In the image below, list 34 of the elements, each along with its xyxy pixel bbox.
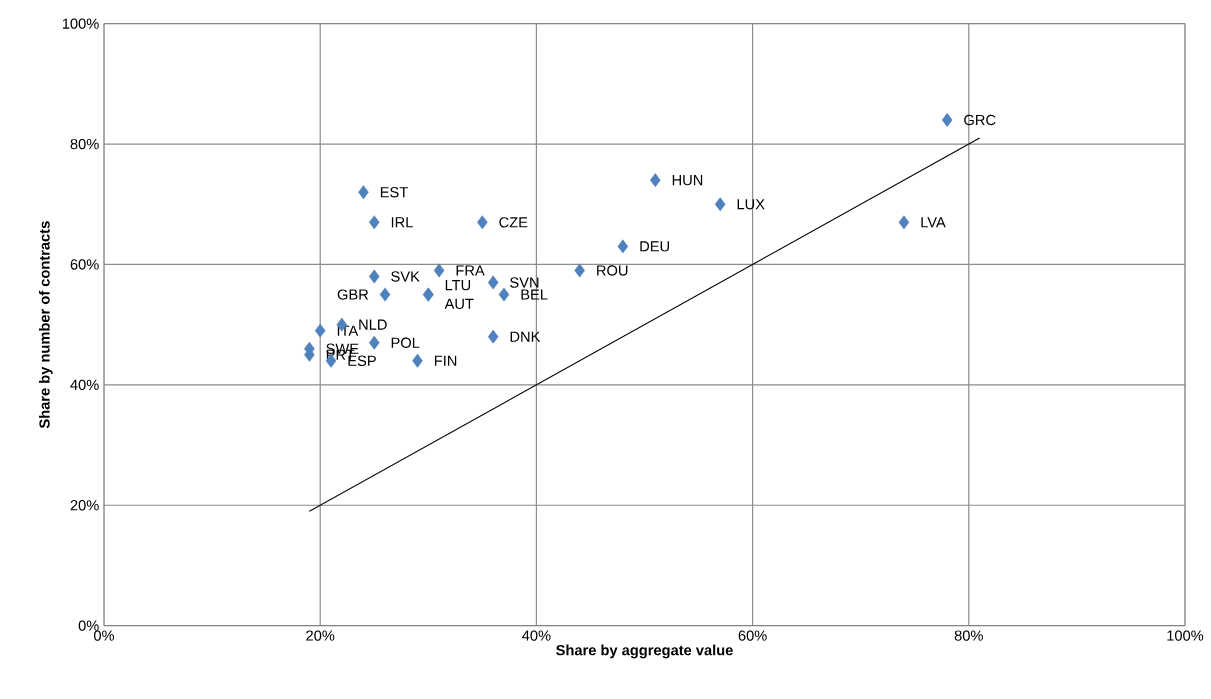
annotation: LTU (445, 280, 471, 291)
y-axis-title: Share by number of contracts (38, 221, 53, 429)
annotation: GRC (964, 114, 996, 126)
annotation: LVA (921, 217, 946, 228)
annotation: CZE (499, 217, 528, 228)
annotation: AUT (444, 298, 474, 310)
annotation: FRA (456, 265, 485, 276)
x-tick-label: 100% (1167, 630, 1204, 641)
annotation: NLD (359, 319, 387, 330)
x-tick-label: 80% (954, 630, 983, 641)
annotation: GBR (337, 289, 369, 300)
y-tick-label: 100% (62, 18, 99, 29)
x-tick-label: 40% (522, 630, 551, 641)
annotation: IRL (391, 217, 413, 228)
y-tick-label: 20% (70, 500, 99, 511)
annotation: DNK (510, 331, 541, 342)
annotation: BEL (521, 289, 548, 300)
annotation: SVK (391, 271, 420, 282)
y-tick-label: 40% (70, 379, 99, 391)
annotation: HUN (672, 175, 703, 186)
y-tick-label: 80% (70, 138, 99, 150)
x-tick-label: 60% (738, 630, 767, 641)
y-tick-label: 60% (70, 259, 99, 270)
x-tick-label: 20% (306, 630, 335, 641)
annotation: SVN (510, 277, 539, 288)
annotation: EST (380, 187, 408, 198)
annotation: LUX (737, 199, 765, 210)
annotation: DEU (640, 241, 669, 252)
x-axis-title: Share by aggregate value (556, 644, 733, 659)
y-tick-label: 0% (78, 620, 99, 631)
annotation: FIN (434, 355, 457, 366)
x-tick-label: 0% (93, 630, 115, 641)
annotation: ROU (597, 265, 628, 276)
annotation: POL (391, 337, 420, 348)
